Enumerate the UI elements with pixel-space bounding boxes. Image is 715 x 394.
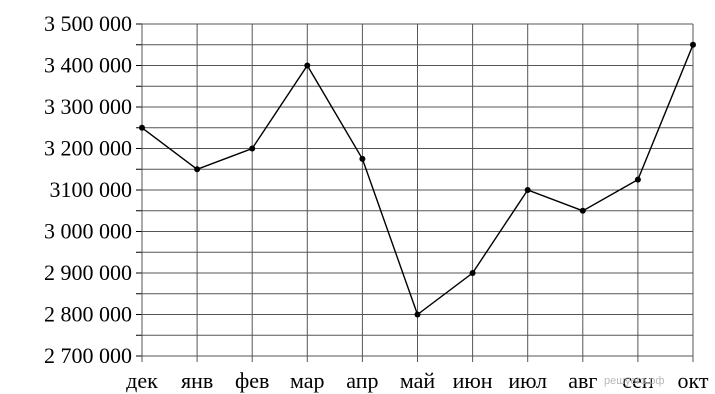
x-tick-label: окт [677,368,708,393]
x-tick-label: мар [290,368,325,393]
x-tick-label: фев [235,368,269,393]
data-point [194,166,201,173]
x-tick-label: янв [181,368,213,393]
data-point [634,176,641,183]
y-tick-label: 3 400 000 [44,53,132,78]
x-axis-tick-labels: дек янв фев мар апр май июн июл авг сен окт [126,368,709,393]
x-tick-label: авг [568,368,597,393]
series-points [139,41,696,318]
x-tick-label: дек [126,368,158,393]
x-tick-label: июл [508,368,547,393]
data-point [249,145,256,152]
watermark: решуегэ.рф [604,375,664,387]
y-tick-label: 2 900 000 [44,260,132,285]
x-tick-label: апр [346,368,378,393]
y-tick-label: 3 500 000 [44,11,132,36]
data-point [414,311,421,318]
y-tick-label: 3 200 000 [44,136,132,161]
y-tick-label: 2 800 000 [44,302,132,327]
y-tick-label: 3 300 000 [44,94,132,119]
data-point [469,270,476,276]
y-axis-tick-labels: 2 700 000 2 800 000 2 900 000 3 000 000 3100… [44,11,132,368]
y-tick-label: 3100 000 [50,177,133,202]
y-tick-label: 2 700 000 [44,343,132,368]
data-point [524,187,531,193]
y-tick-label: 3 000 000 [44,219,132,244]
data-point [359,155,366,162]
data-point [139,124,145,131]
data-point [690,41,696,48]
x-tick-label: июн [453,368,493,393]
x-tick-label: сен [622,368,654,393]
chart-grid [136,23,694,362]
data-point [579,207,586,214]
x-tick-label: май [400,368,436,393]
data-point [304,62,311,69]
